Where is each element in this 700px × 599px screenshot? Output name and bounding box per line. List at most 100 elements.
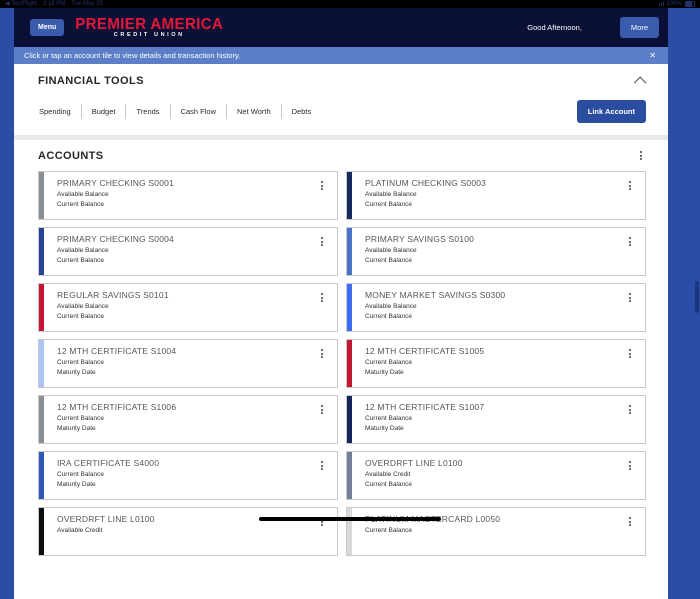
account-tile-body: 12 MTH CERTIFICATE S1004 Current Balance… [44, 340, 317, 387]
account-tile[interactable]: PRIMARY CHECKING S0001 Available Balance… [38, 171, 338, 221]
account-kebab-menu-icon[interactable] [317, 459, 327, 472]
account-field-label: Current Balance [57, 256, 104, 264]
account-kebab-menu-icon[interactable] [625, 235, 635, 248]
account-kebab-menu-icon[interactable] [317, 291, 327, 304]
tab-budget[interactable]: Budget [82, 104, 127, 119]
account-tile-body: IRA CERTIFICATE S4000 Current Balance Mat… [44, 452, 317, 499]
account-kebab-menu-icon[interactable] [625, 179, 635, 192]
tab-spending[interactable]: Spending [38, 104, 82, 119]
tab-debts[interactable]: Debts [282, 104, 322, 119]
account-kebab-menu-icon[interactable] [317, 403, 327, 416]
account-tile[interactable]: PLATINUM MASTERCARD L0050 Current Balanc… [346, 507, 646, 557]
tab-cash-flow[interactable]: Cash Flow [171, 104, 227, 119]
account-field-labels: Available Balance Current Balance [57, 303, 317, 320]
account-kebab-menu-icon[interactable] [317, 347, 327, 360]
account-accent-bar [39, 396, 44, 444]
app-header: Menu PREMIER AMERICA CREDIT UNION Good A… [14, 8, 668, 47]
accounts-kebab-menu-icon[interactable] [636, 149, 646, 162]
account-tile[interactable]: 12 MTH CERTIFICATE S1006 Current Balance… [38, 395, 338, 445]
account-field-labels: Current Balance Maturity Date [57, 415, 317, 432]
logo-tagline: CREDIT UNION [113, 32, 185, 38]
account-name: 12 MTH CERTIFICATE S1007 [365, 402, 485, 413]
wifi-icon [658, 2, 664, 6]
account-name: 12 MTH CERTIFICATE S1004 [57, 346, 177, 357]
banner-message: Click or tap an account tile to view det… [24, 51, 241, 60]
account-tile-body: MONEY MARKET SAVINGS S0300 Available Bal… [352, 284, 625, 331]
account-field-labels: Available Balance Current Balance [365, 303, 625, 320]
account-field-label: Current Balance [57, 200, 104, 208]
status-time: 3:18 PM [42, 1, 66, 7]
account-tile[interactable]: 12 MTH CERTIFICATE S1004 Current Balance… [38, 339, 338, 389]
account-tile[interactable]: OVERDRFT LINE L0100 Available Credit [38, 507, 338, 557]
chevron-up-icon[interactable] [633, 76, 647, 89]
tab-label: Spending [39, 107, 71, 116]
more-button[interactable]: More [619, 17, 659, 38]
account-kebab-menu-icon[interactable] [625, 347, 635, 360]
tab-trends[interactable]: Trends [126, 104, 171, 119]
back-to-testflight-link[interactable]: ◀ TestFlight [5, 1, 37, 7]
account-tile[interactable]: OVERDRFT LINE L0100 Available Credit Curr… [346, 451, 646, 501]
account-accent-bar [347, 284, 352, 332]
account-field-label: Current Balance [365, 200, 412, 208]
account-field-label: Available Balance [57, 190, 109, 198]
scrollbar-thumb[interactable] [695, 281, 699, 313]
account-tile[interactable]: IRA CERTIFICATE S4000 Current Balance Mat… [38, 451, 338, 501]
account-tile-body: PRIMARY SAVINGS S0100 Available Balance C… [352, 228, 625, 275]
account-name: 12 MTH CERTIFICATE S1006 [57, 402, 177, 413]
logo-wordmark: PREMIER AMERICA [75, 15, 224, 33]
account-name: PRIMARY CHECKING S0001 [57, 178, 174, 189]
account-field-label: Current Balance [365, 358, 412, 366]
account-field-labels: Available Balance Current Balance [57, 191, 317, 208]
account-tile[interactable]: MONEY MARKET SAVINGS S0300 Available Bal… [346, 283, 646, 333]
account-kebab-menu-icon[interactable] [317, 235, 327, 248]
account-kebab-menu-icon[interactable] [625, 403, 635, 416]
account-field-label: Maturity Date [365, 368, 404, 376]
account-tile[interactable]: 12 MTH CERTIFICATE S1005 Current Balance… [346, 339, 646, 389]
account-tile-body: 12 MTH CERTIFICATE S1006 Current Balance… [44, 396, 317, 443]
account-tile-body: PRIMARY CHECKING S0004 Available Balance… [44, 228, 317, 275]
tab-net-worth[interactable]: Net Worth [227, 104, 282, 119]
account-name: OVERDRFT LINE L0100 [365, 458, 463, 469]
account-field-label: Maturity Date [365, 424, 404, 432]
battery-icon [685, 1, 695, 7]
account-accent-bar [39, 228, 44, 276]
account-accent-bar [39, 284, 44, 332]
account-accent-bar [39, 172, 44, 220]
account-kebab-menu-icon[interactable] [625, 291, 635, 304]
home-indicator[interactable] [259, 517, 441, 521]
account-field-label: Available Credit [365, 470, 411, 478]
accounts-title: ACCOUNTS [38, 149, 104, 162]
account-kebab-menu-icon[interactable] [317, 179, 327, 192]
menu-button[interactable]: Menu [30, 19, 65, 36]
account-tile[interactable]: PLATINUM CHECKING S0003 Available Balanc… [346, 171, 646, 221]
account-accent-bar [39, 340, 44, 388]
tab-label: Cash Flow [180, 107, 216, 116]
account-tile[interactable]: PRIMARY SAVINGS S0100 Available Balance C… [346, 227, 646, 277]
account-name: REGULAR SAVINGS S0101 [57, 290, 169, 301]
close-icon[interactable]: ✕ [649, 51, 656, 60]
account-kebab-menu-icon[interactable] [625, 459, 635, 472]
account-field-label: Available Balance [365, 190, 417, 198]
account-name: 12 MTH CERTIFICATE S1005 [365, 346, 485, 357]
status-bar: ◀ TestFlight 3:18 PM Tue May 25 100% [0, 0, 700, 8]
account-field-label: Current Balance [57, 358, 104, 366]
account-field-label: Current Balance [365, 312, 412, 320]
account-kebab-menu-icon[interactable] [625, 515, 635, 528]
account-accent-bar [347, 228, 352, 276]
account-name: PRIMARY CHECKING S0004 [57, 234, 174, 245]
account-tile[interactable]: REGULAR SAVINGS S0101 Available Balance C… [38, 283, 338, 333]
account-field-labels: Available Credit [57, 527, 317, 534]
link-account-button[interactable]: Link Account [576, 100, 646, 123]
account-tile[interactable]: 12 MTH CERTIFICATE S1007 Current Balance… [346, 395, 646, 445]
account-name: PLATINUM CHECKING S0003 [365, 178, 487, 189]
greeting-text: Good Afternoon, [527, 23, 582, 32]
account-tile-body: 12 MTH CERTIFICATE S1005 Current Balance… [352, 340, 625, 387]
account-tile-body: REGULAR SAVINGS S0101 Available Balance C… [44, 284, 317, 331]
account-tile[interactable]: PRIMARY CHECKING S0004 Available Balance… [38, 227, 338, 277]
account-field-label: Current Balance [365, 480, 412, 488]
account-field-labels: Available Credit Current Balance [365, 471, 625, 488]
account-tile-body: OVERDRFT LINE L0100 Available Credit [44, 508, 317, 555]
account-field-label: Available Credit [57, 526, 103, 534]
tab-label: Trends [136, 107, 160, 116]
tab-label: Budget [91, 107, 116, 116]
